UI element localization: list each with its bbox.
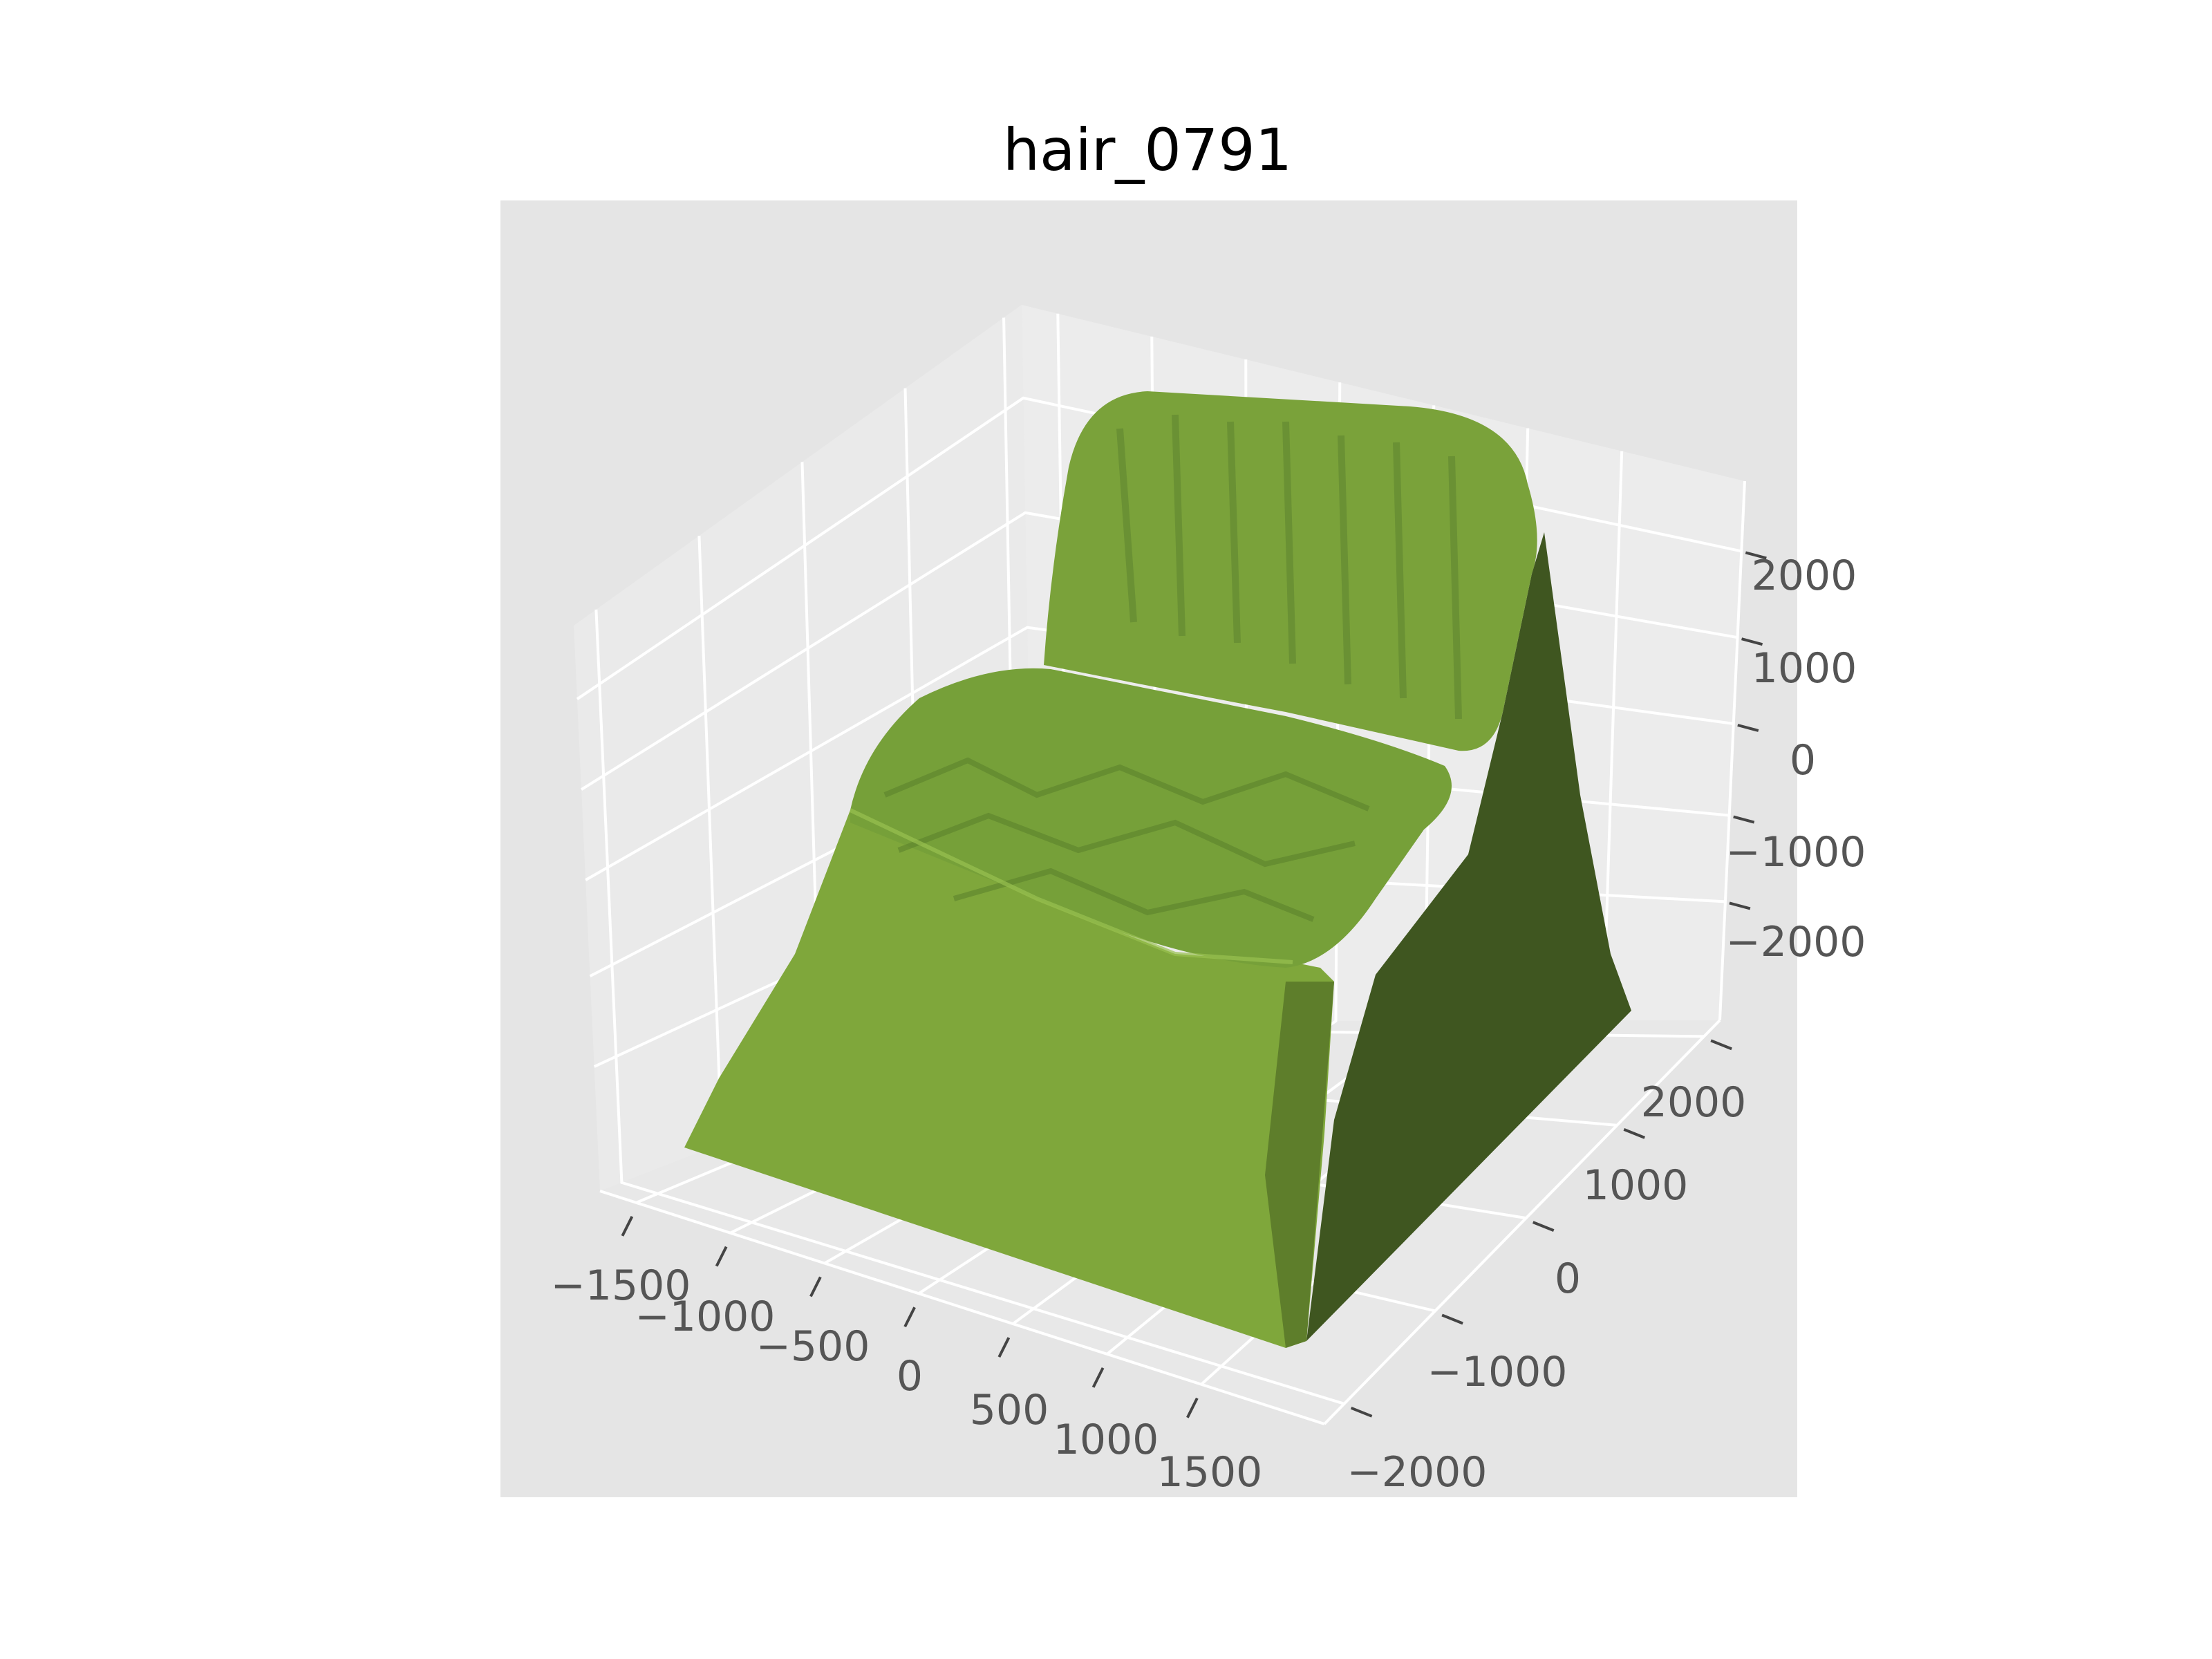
y-tick-label: 0 [1555,1255,1581,1303]
z-tick-mark [1729,901,1751,910]
x-tick-mark [809,1276,822,1297]
y-tick-label: 2000 [1641,1078,1747,1127]
z-axis-line [1718,480,1746,1021]
y-tick-mark [1623,1127,1646,1139]
z-tick-label: −1000 [1726,828,1866,877]
z-tick-mark [1745,551,1767,560]
mesh-seat-edge [849,808,1293,964]
y-tick-mark [1710,1039,1732,1051]
z-tick-label: 2000 [1752,552,1857,600]
mesh-seat-texture [883,757,1370,922]
x-tick-mark [621,1215,634,1237]
mesh-front-face [684,810,1334,1348]
mesh-backrest-texture [1116,414,1462,720]
x-tick-mark [1091,1367,1105,1388]
mesh-seat [850,668,1452,968]
mesh-surface [684,391,1631,1348]
chart-title: hair_0791 [1003,116,1292,184]
y-tick-mark [1350,1406,1373,1418]
y-axis-line [1323,1019,1721,1425]
x-tick-label: 0 [897,1352,923,1400]
z-tick-mark [1737,724,1759,732]
z-tick-mark [1733,815,1755,824]
z-tick-label: −2000 [1726,918,1866,966]
x-tick-label: 1500 [1157,1448,1263,1497]
x-tick-label: −1500 [551,1262,691,1310]
x-tick-label: −500 [756,1322,870,1371]
x-tick-label: 500 [970,1386,1049,1434]
z-tick-label: 0 [1790,736,1816,785]
y-tick-label: 1000 [1583,1161,1689,1210]
mesh-front-shade [1265,982,1334,1348]
x-tick-mark [1186,1397,1199,1418]
y-tick-label: −2000 [1347,1448,1488,1497]
y-gridline [594,609,1345,1405]
axis-spines [599,480,1746,1425]
y-tick-mark [1532,1221,1555,1232]
mesh-right-side [1306,532,1631,1341]
z-axis-ticks: −2000 −1000 0 1000 2000 [1726,551,1866,966]
x-axis-line [599,1190,1325,1425]
z-tick-label: 1000 [1752,644,1857,693]
y-tick-mark [1441,1313,1463,1325]
x-tick-mark [903,1306,916,1328]
x-tick-label: 1000 [1053,1416,1159,1464]
z-tick-mark [1741,637,1763,646]
y-tick-label: −1000 [1427,1348,1568,1396]
x-tick-mark [997,1337,1011,1358]
x-tick-mark [715,1246,728,1267]
x-tick-label: −1000 [635,1293,776,1341]
